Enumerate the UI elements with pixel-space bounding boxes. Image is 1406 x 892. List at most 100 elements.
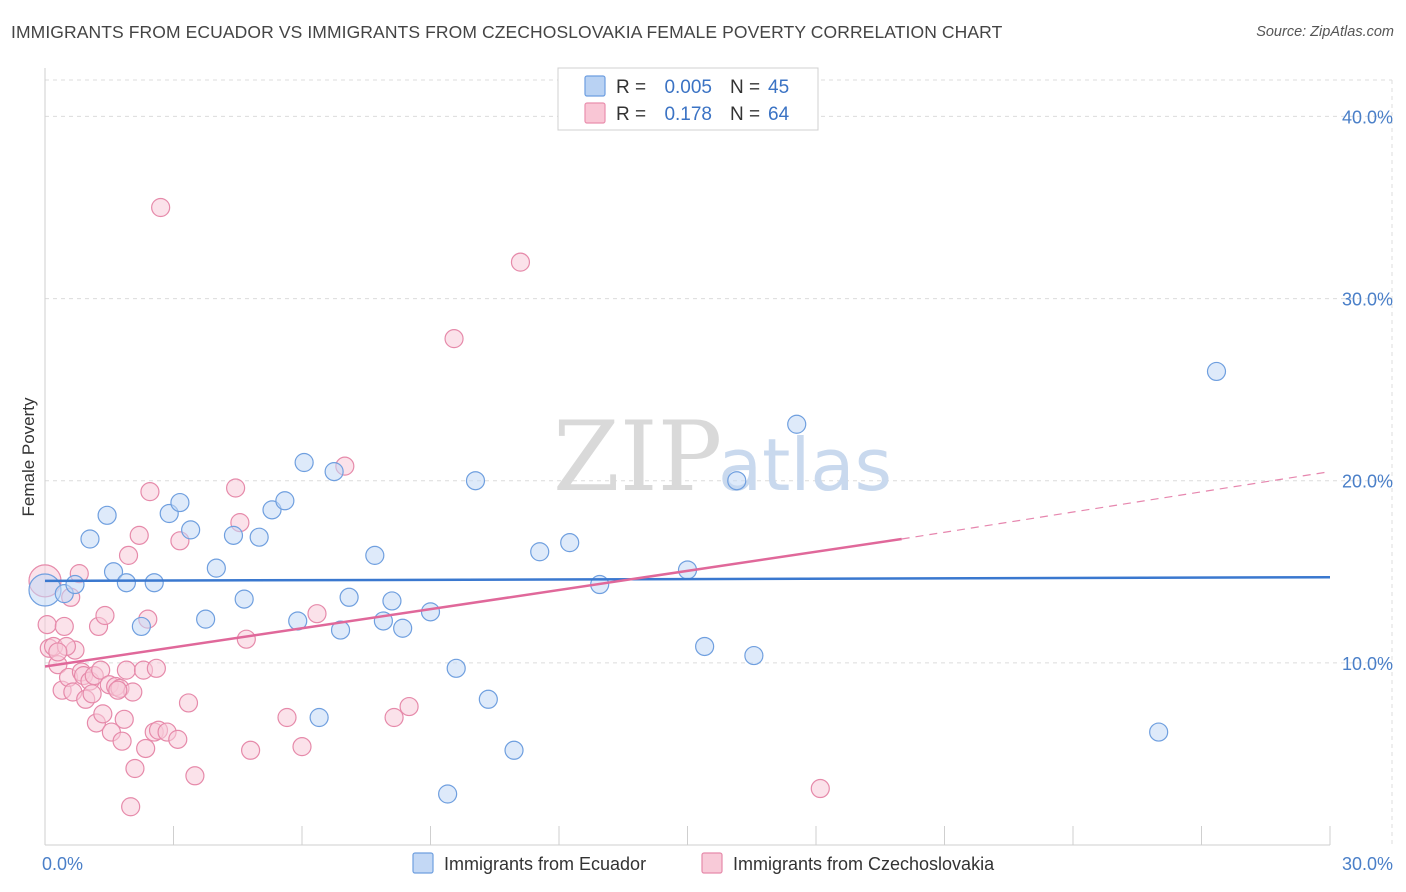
ecuador-point (560, 533, 580, 553)
legend-r-label: R = (616, 77, 646, 98)
y-tick-label: 20.0% (1342, 472, 1393, 492)
czechoslovakia-point (146, 658, 166, 678)
tick-labels: 10.0% 20.0% 30.0% 40.0% 0.0% 30.0% (42, 107, 1393, 874)
ecuador-point (1206, 361, 1227, 382)
ecuador-point (530, 542, 550, 562)
ecuador-point (116, 573, 136, 593)
legend-n-label: N = (730, 104, 760, 125)
czechoslovakia-point (82, 684, 102, 704)
ecuador-point (144, 573, 164, 593)
ecuador-point (695, 636, 715, 657)
czechoslovakia-point (116, 660, 136, 680)
legend-swatch (584, 75, 606, 97)
czechoslovakia-point (168, 729, 188, 749)
series-legend-swatch (701, 852, 723, 874)
czechoslovakia-point (277, 707, 297, 728)
y-tick-label: 40.0% (1342, 107, 1393, 127)
ecuador-point (80, 529, 100, 549)
czechoslovakia-point (140, 482, 160, 502)
ecuador-point (787, 414, 807, 434)
czechoslovakia-point (151, 197, 171, 218)
czechoslovakia-point (810, 778, 830, 799)
legend-r-label: R = (616, 104, 646, 125)
ecuador-point (65, 574, 85, 595)
x-tick-label: 0.0% (42, 854, 83, 874)
czechoslovakia-point (54, 616, 74, 637)
series-legend: Immigrants from Ecuador Immigrants from C… (412, 852, 995, 874)
czechoslovakia-point (112, 731, 132, 751)
x-tick-label: 30.0% (1342, 854, 1393, 874)
czechoslovakia-point (185, 766, 205, 786)
czechoslovakia-point (48, 642, 68, 662)
czechoslovakia-point (178, 693, 199, 713)
czechoslovakia-point (510, 252, 531, 272)
ecuador-point (324, 462, 344, 482)
series-legend-label: Immigrants from Czechoslovakia (733, 854, 995, 874)
ecuador-point (744, 645, 764, 666)
legend-n-value: 45 (768, 77, 789, 98)
watermark-atlas: atlas (718, 423, 892, 507)
czechoslovakia-point (226, 478, 246, 498)
ecuador-point (446, 658, 466, 678)
czechoslovakia-trend-extension (901, 471, 1331, 540)
ecuador-point (1149, 722, 1169, 742)
ecuador-point (382, 591, 402, 611)
ecuador-point (275, 491, 295, 511)
legend-swatch (584, 102, 606, 124)
y-tick-label: 30.0% (1342, 290, 1393, 310)
ecuador-point (393, 618, 413, 638)
ecuador-point (97, 505, 117, 525)
czechoslovakia-point (136, 738, 156, 759)
axes (44, 68, 1331, 846)
ecuador-point (339, 587, 359, 607)
ecuador-point (438, 784, 458, 804)
czechoslovakia-point (307, 604, 327, 624)
series-legend-swatch (412, 852, 434, 874)
czechoslovakia-point (93, 704, 113, 724)
ecuador-point (727, 471, 747, 491)
ecuador-point (309, 707, 329, 728)
czechoslovakia-point (241, 740, 261, 760)
watermark-zip: ZIP (553, 401, 722, 513)
ecuador-point (504, 740, 524, 760)
ecuador-point (294, 452, 314, 473)
ecuador-points (28, 361, 1227, 804)
ecuador-point (249, 527, 269, 547)
czechoslovakia-point (236, 629, 256, 649)
ecuador-point (223, 525, 244, 545)
series-legend-label: Immigrants from Ecuador (444, 854, 646, 874)
ecuador-point (196, 609, 216, 629)
czechoslovakia-point (384, 707, 404, 728)
czechoslovakia-point (399, 696, 419, 717)
watermark: ZIP atlas (553, 401, 892, 513)
ecuador-point (170, 492, 190, 513)
legend-r-value: 0.178 (664, 104, 712, 125)
ecuador-point (478, 689, 498, 709)
stats-legend: R = 0.005 N = 45 R = 0.178 N = 64 (557, 67, 819, 131)
trend-lines (44, 471, 1331, 668)
czechoslovakia-point (118, 545, 139, 565)
legend-r-value: 0.005 (664, 77, 712, 98)
czechoslovakia-point (37, 615, 57, 635)
chart-title: IMMIGRANTS FROM ECUADOR VS IMMIGRANTS FR… (11, 22, 1003, 42)
czechoslovakia-point (108, 680, 128, 700)
ecuador-point (206, 558, 226, 578)
ecuador-trend-line (44, 576, 1331, 583)
legend-n-value: 64 (768, 104, 790, 125)
ecuador-point (131, 616, 151, 637)
ecuador-point (234, 589, 254, 609)
czechoslovakia-point (114, 709, 134, 729)
ecuador-point (465, 471, 486, 491)
ecuador-point (365, 545, 385, 565)
ecuador-point (330, 620, 351, 640)
czechoslovakia-point (95, 605, 115, 626)
czechoslovakia-point (125, 758, 145, 779)
y-axis-label: Female Poverty (19, 397, 38, 517)
ecuador-point (181, 520, 201, 540)
y-tick-label: 10.0% (1342, 654, 1393, 674)
czechoslovakia-point (292, 737, 312, 757)
czechoslovakia-trend-line (44, 537, 902, 668)
ecuador-point (420, 602, 441, 622)
czechoslovakia-point (444, 329, 464, 349)
